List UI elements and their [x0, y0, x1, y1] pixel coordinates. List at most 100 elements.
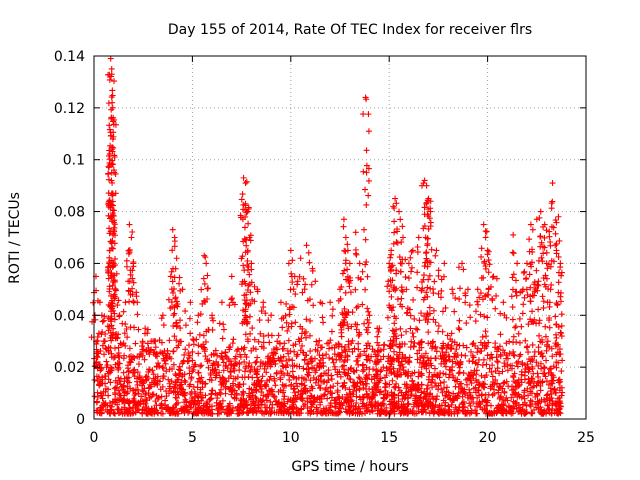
data-point: [134, 369, 141, 376]
data-point: [263, 409, 270, 416]
data-point: [451, 308, 458, 315]
data-point: [108, 71, 115, 78]
data-point: [170, 285, 177, 292]
data-point: [294, 351, 301, 358]
data-point: [510, 250, 517, 257]
data-point: [529, 341, 536, 348]
data-point: [371, 375, 378, 382]
data-point: [393, 351, 400, 358]
data-point: [254, 368, 261, 375]
data-point: [201, 280, 208, 287]
data-point: [182, 379, 189, 386]
data-point: [535, 373, 542, 380]
data-point: [442, 399, 449, 406]
data-point: [483, 402, 490, 409]
data-point: [142, 325, 149, 332]
data-point: [469, 341, 476, 348]
data-point: [422, 393, 429, 400]
data-point: [390, 404, 397, 411]
data-point: [543, 275, 550, 282]
data-point: [267, 354, 274, 361]
data-point: [396, 208, 403, 215]
data-point: [526, 356, 533, 363]
data-point: [387, 268, 394, 275]
data-point: [348, 364, 355, 371]
data-point: [197, 363, 204, 370]
data-point: [247, 289, 254, 296]
data-point: [462, 290, 469, 297]
data-point: [544, 391, 551, 398]
data-point: [216, 410, 223, 417]
data-point: [475, 381, 482, 388]
data-point: [430, 395, 437, 402]
data-point: [159, 383, 166, 390]
data-point: [202, 380, 209, 387]
data-point: [513, 400, 520, 407]
data-point: [197, 389, 204, 396]
data-point: [539, 293, 546, 300]
data-point: [423, 313, 430, 320]
data-point: [527, 221, 534, 228]
data-point: [361, 320, 368, 327]
data-point: [388, 400, 395, 407]
data-point: [418, 364, 425, 371]
data-point: [109, 87, 116, 94]
data-point: [441, 354, 448, 361]
data-point: [134, 375, 141, 382]
data-point: [415, 369, 422, 376]
data-point: [171, 243, 178, 250]
data-point: [393, 326, 400, 333]
data-point: [173, 400, 180, 407]
data-point: [128, 234, 135, 241]
data-point: [190, 383, 197, 390]
data-point: [448, 330, 455, 337]
data-point: [323, 351, 330, 358]
data-point: [542, 323, 549, 330]
data-point: [463, 381, 470, 388]
data-point: [460, 266, 467, 273]
data-point: [520, 269, 527, 276]
data-point: [368, 376, 375, 383]
data-point: [559, 357, 566, 364]
data-point: [190, 363, 197, 370]
data-point: [186, 315, 193, 322]
data-point: [305, 372, 312, 379]
data-point: [327, 410, 334, 417]
data-point: [243, 314, 250, 321]
data-point: [152, 398, 159, 405]
data-point: [192, 390, 199, 397]
data-point: [126, 278, 133, 285]
data-point: [473, 367, 480, 374]
data-point: [515, 358, 522, 365]
data-point: [418, 370, 425, 377]
data-point: [252, 346, 259, 353]
data-point: [305, 249, 312, 256]
data-point: [248, 266, 255, 273]
data-point: [554, 410, 561, 417]
data-point: [400, 403, 407, 410]
data-point: [225, 375, 232, 382]
data-point: [493, 354, 500, 361]
data-point: [125, 367, 132, 374]
data-point: [116, 360, 123, 367]
data-point: [188, 395, 195, 402]
data-point: [366, 385, 373, 392]
data-point: [426, 391, 433, 398]
data-point: [396, 405, 403, 412]
data-point: [139, 338, 146, 345]
data-point: [552, 313, 559, 320]
data-point: [294, 278, 301, 285]
data-point: [431, 408, 438, 415]
data-point: [120, 398, 127, 405]
data-point: [207, 409, 214, 416]
data-point: [409, 247, 416, 254]
data-point: [505, 404, 512, 411]
data-point: [104, 402, 111, 409]
data-point: [452, 383, 459, 390]
data-point: [298, 381, 305, 388]
data-point: [350, 379, 357, 386]
data-point: [524, 343, 531, 350]
data-point: [269, 401, 276, 408]
data-point: [466, 372, 473, 379]
data-point: [102, 388, 109, 395]
